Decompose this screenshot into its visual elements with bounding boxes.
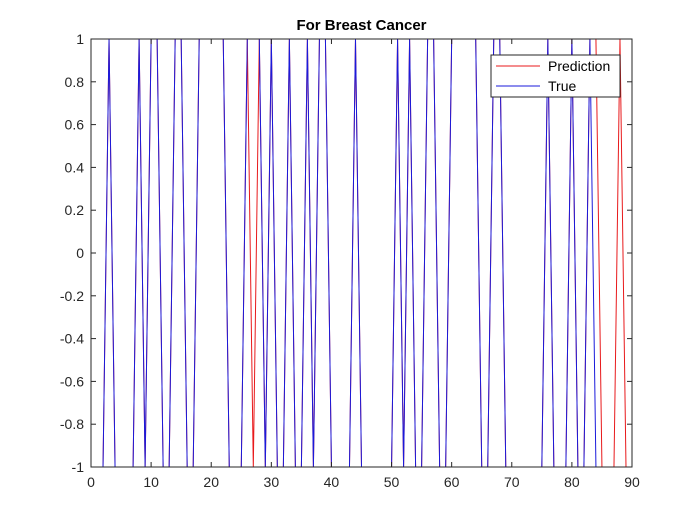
y-tick-label: -0.2 [60, 288, 84, 304]
y-tick-label: 1 [76, 31, 84, 47]
x-tick-label: 0 [87, 474, 95, 490]
plot-area [91, 39, 632, 467]
y-tick-label: 0.8 [65, 74, 85, 90]
legend-box [490, 54, 621, 98]
y-tick-label: -1 [72, 459, 85, 475]
y-tick-label: 0 [76, 245, 84, 261]
y-tick-label: -0.8 [60, 416, 84, 432]
x-tick-label: 50 [384, 474, 400, 490]
y-tick-label: -0.4 [60, 331, 84, 347]
legend-label-true: True [548, 78, 576, 94]
y-tick-label: 0.4 [65, 159, 85, 175]
x-tick-label: 10 [143, 474, 159, 490]
x-tick-label: 40 [324, 474, 340, 490]
y-tick-label: 0.6 [65, 117, 85, 133]
x-tick-label: 70 [504, 474, 520, 490]
y-tick-label: -0.6 [60, 373, 84, 389]
x-tick-label: 30 [264, 474, 280, 490]
chart-title: For Breast Cancer [296, 17, 426, 34]
x-tick-label: 80 [564, 474, 580, 490]
legend-label-prediction: Prediction [548, 58, 610, 74]
tick-layer: 0 10 20 30 40 50 60 70 80 90 -1 -0.8 -0.6 -0.4 -0.2 0 0.… [60, 31, 640, 490]
legend: Prediction True [490, 54, 621, 98]
x-tick-label: 60 [444, 474, 460, 490]
x-tick-label: 90 [624, 474, 640, 490]
x-tick-label: 20 [203, 474, 219, 490]
y-tick-label: 0.2 [65, 202, 85, 218]
